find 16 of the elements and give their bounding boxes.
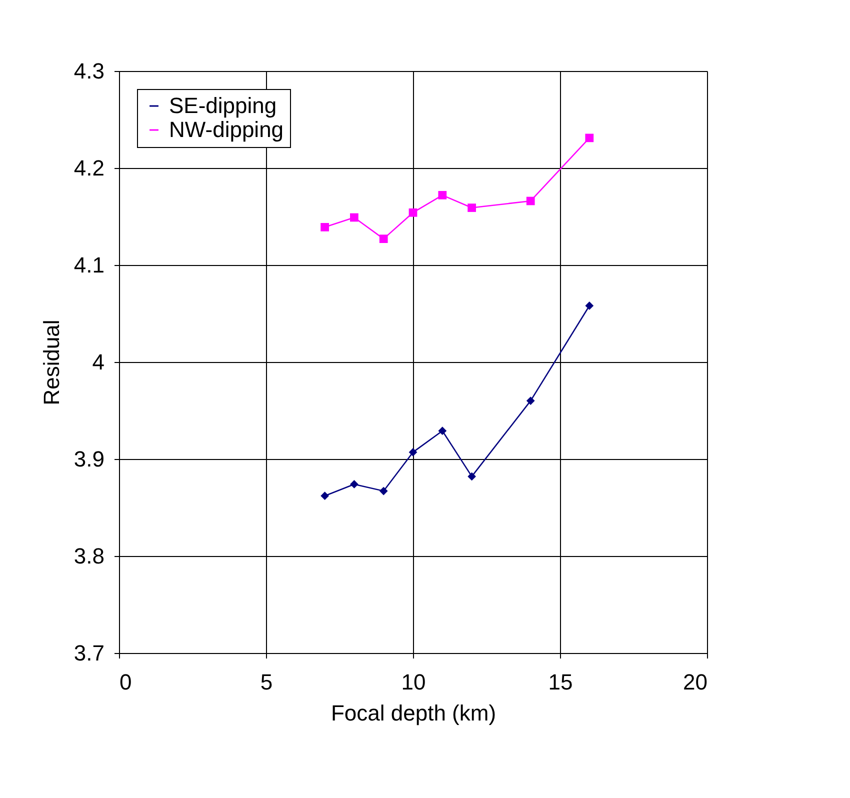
legend-label: SE-dipping [169, 93, 277, 118]
x-tick-label: 10 [401, 670, 426, 694]
legend-label: NW-dipping [169, 117, 284, 142]
y-tick-label: 4.3 [74, 58, 104, 84]
x-tick-label: 5 [260, 670, 273, 694]
y-tick-label: 4.1 [74, 252, 104, 278]
x-tick-label: 20 [683, 670, 708, 694]
y-tick-label: 3.9 [74, 446, 104, 472]
y-tick-label: 4 [92, 350, 104, 374]
y-axis-title: Residual [38, 320, 64, 406]
x-tick-label: 0 [120, 670, 132, 694]
y-tick-label: 3.7 [74, 640, 104, 666]
x-axis-title: Focal depth (km) [330, 700, 496, 726]
y-tick-label: 3.8 [74, 544, 104, 568]
x-tick-label: 15 [548, 670, 573, 694]
y-tick-label: 4.2 [74, 156, 104, 180]
